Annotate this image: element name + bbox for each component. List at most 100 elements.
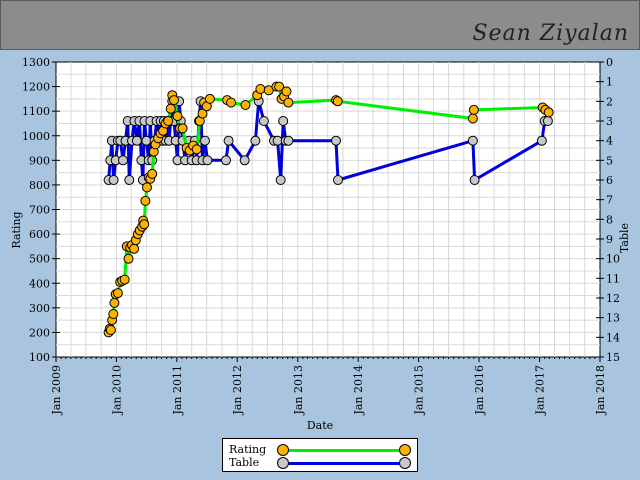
table-point bbox=[202, 155, 213, 166]
rating-point bbox=[139, 219, 150, 230]
table-point bbox=[467, 135, 478, 146]
rating-point bbox=[140, 195, 151, 206]
legend-table-marker bbox=[277, 457, 289, 469]
legend-table-marker bbox=[399, 457, 411, 469]
rating-point bbox=[226, 97, 237, 108]
legend-rating-marker bbox=[399, 444, 411, 456]
y2-axis-tick-label: 0 bbox=[606, 56, 613, 69]
y-axis-tick-label: 300 bbox=[29, 302, 50, 315]
y2-axis-title: Table bbox=[618, 223, 631, 253]
x-axis-tick-label: Jan 2016 bbox=[473, 365, 486, 416]
y2-axis-tick-label: 6 bbox=[606, 174, 613, 187]
y-axis-tick-label: 1100 bbox=[22, 105, 50, 118]
rating-point bbox=[119, 274, 130, 285]
rating-point bbox=[240, 100, 251, 110]
table-point bbox=[331, 135, 341, 146]
x-axis-tick-label: Jan 2010 bbox=[110, 365, 123, 416]
y-axis-tick-label: 700 bbox=[29, 204, 50, 217]
rating-point bbox=[142, 182, 152, 193]
table-point bbox=[536, 135, 547, 146]
y2-axis-tick-label: 5 bbox=[606, 154, 613, 167]
rating-point bbox=[169, 95, 179, 106]
rating-point bbox=[332, 96, 343, 107]
rating-point bbox=[283, 97, 294, 108]
y-axis-tick-label: 1000 bbox=[22, 130, 50, 143]
rating-point bbox=[255, 84, 266, 94]
rating-point bbox=[467, 113, 478, 124]
player-name: Sean Ziyalan bbox=[472, 21, 629, 46]
table-point bbox=[131, 135, 142, 146]
x-axis-tick-label: Jan 2011 bbox=[171, 365, 184, 416]
table-point bbox=[283, 135, 294, 146]
y2-axis-tick-label: 8 bbox=[606, 213, 613, 226]
table-point bbox=[124, 175, 135, 185]
rating-point bbox=[191, 144, 202, 155]
y2-axis-tick-label: 11 bbox=[606, 272, 620, 285]
y-axis-tick-label: 200 bbox=[29, 326, 50, 339]
table-point bbox=[258, 116, 269, 126]
y-axis-tick-label: 1200 bbox=[22, 81, 50, 94]
rating-point bbox=[147, 168, 158, 179]
y-axis-tick-label: 500 bbox=[29, 253, 50, 266]
y-axis-tick-label: 100 bbox=[29, 351, 50, 364]
rating-point bbox=[129, 243, 140, 254]
y2-axis-tick-label: 10 bbox=[606, 253, 620, 266]
legend: Rating Table bbox=[222, 438, 418, 472]
y-axis-tick-label: 600 bbox=[29, 228, 50, 241]
legend-table: Table bbox=[227, 456, 413, 470]
x-axis-tick-label: Jan 2014 bbox=[352, 365, 365, 416]
table-point bbox=[239, 155, 250, 166]
y2-axis-tick-label: 15 bbox=[606, 351, 620, 364]
rating-point bbox=[274, 81, 285, 92]
y-axis-tick-label: 800 bbox=[29, 179, 50, 192]
table-point bbox=[223, 135, 234, 146]
table-point bbox=[200, 135, 210, 146]
table-point bbox=[278, 116, 289, 126]
x-axis-tick-label: Jan 2018 bbox=[594, 365, 607, 416]
x-axis-tick-label: Jan 2012 bbox=[231, 365, 244, 416]
y2-axis-tick-label: 4 bbox=[606, 135, 613, 148]
rating-point bbox=[281, 86, 292, 97]
rating-point bbox=[112, 288, 123, 299]
x-axis-tick-label: Jan 2017 bbox=[534, 365, 547, 416]
player-header: Sean Ziyalan bbox=[0, 0, 640, 50]
y2-axis-tick-label: 3 bbox=[606, 115, 613, 128]
legend-rating-marker bbox=[277, 444, 289, 456]
x-axis-tick-label: Jan 2015 bbox=[413, 365, 426, 416]
y2-axis-tick-label: 14 bbox=[606, 331, 620, 344]
rating-point bbox=[543, 107, 554, 118]
rating-point bbox=[177, 123, 188, 134]
rating-point bbox=[123, 253, 134, 264]
y2-axis-tick-label: 1 bbox=[606, 76, 613, 89]
axes: 1002003004005006007008009001000110012001… bbox=[22, 56, 620, 416]
table-point bbox=[141, 135, 152, 146]
table-point bbox=[542, 116, 553, 126]
rating-point bbox=[105, 325, 116, 335]
legend-table-line bbox=[283, 462, 407, 465]
y2-axis-tick-label: 7 bbox=[606, 194, 613, 207]
table-point bbox=[221, 155, 231, 166]
x-axis-tick-label: Jan 2009 bbox=[50, 365, 63, 416]
table-point bbox=[108, 175, 119, 185]
y-axis-tick-label: 900 bbox=[29, 154, 50, 167]
rating-point bbox=[197, 108, 208, 119]
rating-series bbox=[103, 81, 554, 338]
x-axis-title: Date bbox=[307, 419, 333, 432]
y2-axis-tick-label: 13 bbox=[606, 312, 620, 325]
y2-axis-tick-label: 12 bbox=[606, 292, 620, 305]
y-axis-tick-label: 1300 bbox=[22, 56, 50, 69]
rating-point bbox=[109, 297, 120, 308]
table-point bbox=[118, 155, 128, 166]
legend-rating-label: Rating bbox=[229, 443, 267, 456]
y-axis-title: Rating bbox=[10, 211, 23, 248]
rating-point bbox=[165, 103, 176, 114]
table-point bbox=[469, 175, 480, 185]
table-point bbox=[333, 175, 343, 185]
legend-table-label: Table bbox=[229, 456, 260, 469]
x-axis-tick-label: Jan 2013 bbox=[292, 365, 305, 416]
rating-point bbox=[468, 104, 479, 115]
y2-axis-tick-label: 9 bbox=[606, 233, 613, 246]
table-point bbox=[250, 135, 261, 146]
y2-axis-tick-label: 2 bbox=[606, 95, 613, 108]
